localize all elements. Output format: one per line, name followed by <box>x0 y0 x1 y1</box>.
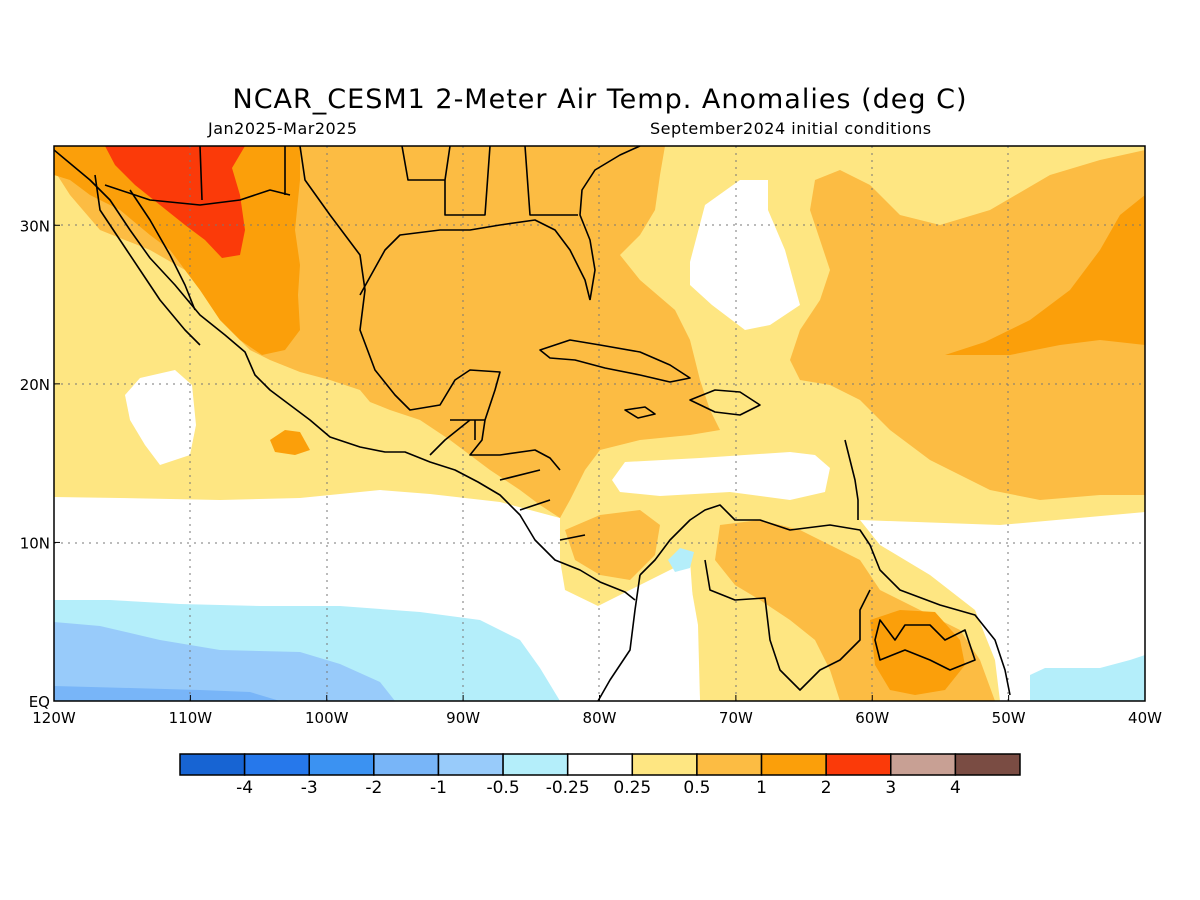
y-tick-label: 30N <box>20 217 50 235</box>
gridlines <box>54 146 1145 701</box>
colorbar-label: -1 <box>430 778 447 798</box>
colorbar-swatch <box>373 753 440 776</box>
colorbar-label: 2 <box>821 778 832 798</box>
coastlines <box>54 146 1011 701</box>
coast-mexico-pacific <box>54 149 636 601</box>
band-neg-0.25-islet <box>668 548 694 572</box>
band-neg-0.5 <box>54 622 395 701</box>
colorbar-swatch <box>566 753 634 776</box>
coast-venezuela <box>639 504 1011 696</box>
white-region-atlantic-north <box>690 180 800 330</box>
colorbar-swatch <box>437 753 504 776</box>
x-tick-label: 120W <box>32 709 76 727</box>
colorbar-label: 4 <box>950 778 961 798</box>
colorbar-swatch <box>954 753 1021 776</box>
x-tick-label: 40W <box>1128 709 1162 727</box>
colorbar-swatch <box>760 753 827 776</box>
band-1-2-guiana <box>870 610 965 695</box>
colorbar: -4 -3 -2 -1 -0.5 -0.25 0.25 0.5 1 2 3 4 <box>179 753 1021 798</box>
border-us-states <box>401 146 578 216</box>
y-tick-label: 10N <box>20 534 50 552</box>
x-tick-label: 110W <box>169 709 213 727</box>
colorbar-swatch <box>825 753 892 776</box>
map-title: NCAR_CESM1 2-Meter Air Temp. Anomalies (… <box>232 84 968 115</box>
y-tick-labels: EQ 10N 20N 30N <box>20 217 60 711</box>
colorbar-label: 3 <box>885 778 896 798</box>
border-central-america <box>429 419 586 541</box>
band-1-2-atlantic <box>945 195 1145 355</box>
x-tick-label: 70W <box>719 709 753 727</box>
coast-us-gulf <box>359 146 641 301</box>
x-tick-label: 80W <box>583 709 617 727</box>
x-tick-label: 90W <box>446 709 480 727</box>
band-1-2-pacific-mexico <box>270 430 310 455</box>
band-0.5-1-caribbean-south <box>565 510 660 580</box>
colorbar-label: 0.5 <box>683 778 710 798</box>
colorbar-label: -0.25 <box>546 778 590 798</box>
border-guianas <box>874 619 976 671</box>
colorbar-label: -4 <box>236 778 253 798</box>
colorbar-swatch <box>243 753 310 776</box>
coast-lesser-antilles <box>844 439 859 520</box>
initial-conditions: September2024 initial conditions <box>650 119 932 138</box>
x-tick-label: 50W <box>992 709 1026 727</box>
coast-colombia-border <box>597 559 871 701</box>
band-neg-0.25-east <box>1030 655 1145 701</box>
colorbar-label: 1 <box>756 778 767 798</box>
x-tick-label: 60W <box>855 709 889 727</box>
border-us-mexico <box>104 146 291 206</box>
x-tick-label: 100W <box>305 709 349 727</box>
colorbar-label: 0.25 <box>613 778 651 798</box>
x-tick-labels: 120W 110W 100W 90W 80W 70W 60W 50W 40W <box>32 695 1162 727</box>
band-neg-1 <box>54 686 280 701</box>
white-region-southamerica <box>598 575 700 701</box>
white-region-pacific-north <box>125 370 196 465</box>
coast-jamaica <box>624 406 656 419</box>
y-tick-label: 20N <box>20 376 50 394</box>
colorbar-swatch <box>179 753 246 776</box>
colorbar-swatch <box>890 753 957 776</box>
coast-cuba <box>539 339 691 383</box>
colorbar-swatch <box>502 753 569 776</box>
coast-baja <box>94 174 201 346</box>
colorbar-swatch <box>696 753 763 776</box>
colorbar-label: -2 <box>365 778 382 798</box>
coast-gulf <box>299 146 561 471</box>
coast-hispaniola <box>689 389 761 416</box>
colorbar-label: -0.5 <box>486 778 519 798</box>
colorbar-swatch <box>631 753 698 776</box>
anomaly-field <box>54 146 1145 701</box>
forecast-period: Jan2025-Mar2025 <box>208 119 358 138</box>
white-region-caribbean <box>612 452 830 500</box>
band-0.5-1-atlantic <box>790 150 1145 500</box>
y-tick-label: EQ <box>29 693 50 711</box>
colorbar-label: -3 <box>301 778 318 798</box>
colorbar-swatch <box>308 753 375 776</box>
white-region-atlantic-east <box>860 512 1145 701</box>
